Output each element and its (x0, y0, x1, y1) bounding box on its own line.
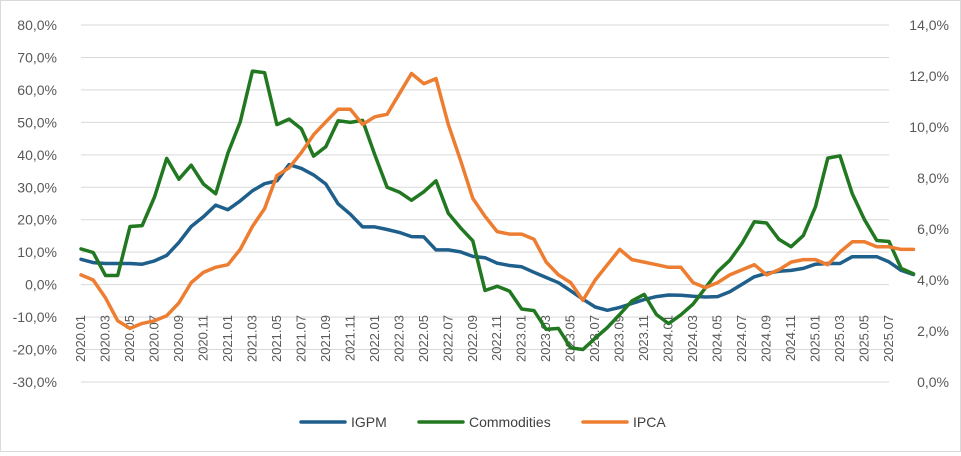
right-axis-tick-label: 8,0% (917, 170, 949, 186)
x-axis-tick-label: 2022.05 (416, 315, 431, 362)
left-axis-tick-label: 20,0% (17, 212, 57, 228)
x-axis-tick-label: 2022.07 (440, 315, 455, 362)
x-axis-tick-label: 2024.05 (710, 315, 725, 362)
right-axis-tick-labels: 0,0% 2,0% 4,0% 6,0% 8,0% 10,0% 12,0% 14,0% (909, 17, 949, 390)
x-axis-tick-label: 2021.01 (220, 315, 235, 362)
x-axis-tick-label: 2022.11 (489, 315, 504, 361)
x-axis-tick-label: 2021.07 (293, 315, 308, 362)
right-axis-tick-label: 10,0% (909, 119, 949, 135)
x-axis-tick-label: 2022.01 (367, 315, 382, 362)
left-axis-tick-label: 10,0% (17, 244, 57, 260)
x-axis-tick-label: 2023.09 (612, 315, 627, 362)
x-axis-tick-label: 2020.03 (97, 315, 112, 362)
legend-label-igpm: IGPM (351, 414, 387, 430)
left-axis-tick-label: 0,0% (25, 277, 57, 293)
right-axis-tick-label: 14,0% (909, 17, 949, 33)
x-axis-tick-label: 2021.03 (244, 315, 259, 362)
x-axis-tick-label: 2020.05 (122, 315, 137, 362)
x-axis-tick-label: 2022.03 (391, 315, 406, 362)
series-line-commodities (79, 69, 916, 352)
x-axis-tick-label: 2025.01 (808, 315, 823, 362)
left-axis-tick-label: 50,0% (17, 114, 57, 130)
left-axis-tick-label: 30,0% (17, 179, 57, 195)
left-axis-tick-label: 70,0% (17, 49, 57, 65)
x-axis-tick-label: 2023.03 (538, 315, 553, 362)
left-axis-tick-labels: -30,0% -20,0% -10,0% 0,0% 10,0% 20,0% 30,0% 40,… (13, 17, 57, 390)
right-axis-tick-label: 12,0% (909, 68, 949, 84)
x-axis-tick-label: 2025.07 (881, 315, 896, 362)
left-axis-tick-label: -10,0% (13, 309, 57, 325)
x-axis-tick-label: 2024.07 (734, 315, 749, 362)
x-axis-tick-label: 2020.07 (146, 315, 161, 362)
x-axis-tick-label: 2024.03 (685, 315, 700, 362)
series-line-ipca (79, 71, 916, 331)
x-axis-tick-label: 2021.05 (269, 315, 284, 362)
x-axis-tick-label: 2020.09 (171, 315, 186, 362)
x-axis-tick-label: 2023.11 (636, 315, 651, 361)
gridlines (81, 24, 889, 383)
series-lines (79, 69, 916, 352)
left-axis-tick-label: 60,0% (17, 82, 57, 98)
legend-label-commodities: Commodities (469, 414, 551, 430)
x-axis-tick-label: 2022.09 (465, 315, 480, 362)
x-axis-tick-label: 2023.01 (514, 315, 529, 362)
x-axis-tick-label: 2024.11 (783, 315, 798, 361)
left-axis-tick-label: -20,0% (13, 342, 57, 358)
left-axis-tick-label: 80,0% (17, 17, 57, 33)
left-axis-tick-label: -30,0% (13, 374, 57, 390)
legend-label-ipca: IPCA (633, 414, 666, 430)
x-axis-tick-label: 2024.01 (661, 315, 676, 362)
right-axis-tick-label: 0,0% (917, 374, 949, 390)
x-axis-tick-label: 2024.09 (759, 315, 774, 362)
x-axis-tick-label: 2020.11 (195, 315, 210, 361)
left-axis-tick-label: 40,0% (17, 147, 57, 163)
x-axis-tick-label: 2025.03 (832, 315, 847, 362)
right-axis-tick-label: 4,0% (917, 272, 949, 288)
x-axis-tick-label: 2021.09 (318, 315, 333, 362)
x-axis-tick-label: 2025.05 (857, 315, 872, 362)
x-axis-tick-labels: 2020.01 2020.03 2020.05 2020.07 2020.09 2020.… (73, 315, 896, 362)
x-axis-tick-label: 2021.11 (342, 315, 357, 361)
right-axis-tick-label: 2,0% (917, 323, 949, 339)
x-axis-tick-label: 2020.01 (73, 315, 88, 362)
x-axis-tick-label: 2023.05 (563, 315, 578, 362)
legend: IGPM Commodities IPCA (299, 414, 666, 430)
right-axis-tick-label: 6,0% (917, 221, 949, 237)
